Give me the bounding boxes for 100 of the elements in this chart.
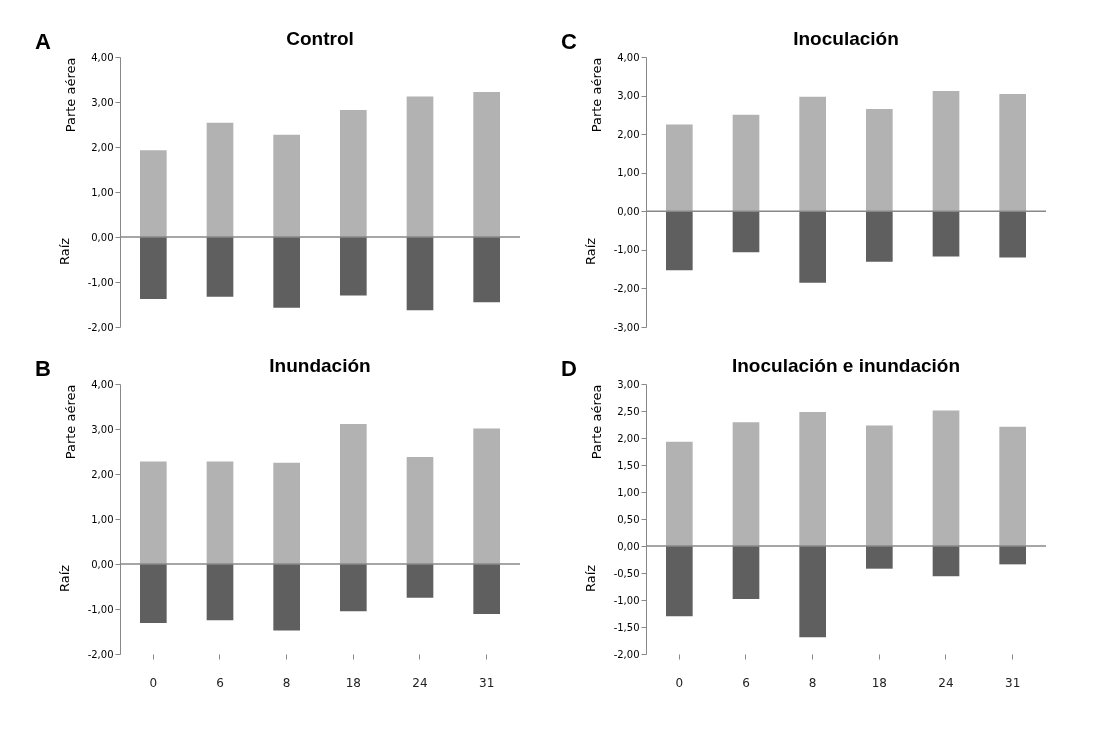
bar — [340, 110, 367, 237]
x-tick-label: 24 — [938, 675, 954, 690]
y-tick-label: 0,50 — [617, 513, 640, 525]
bar — [473, 428, 500, 564]
text: Raíz — [57, 237, 72, 265]
chart-title: Inundación — [269, 355, 371, 376]
y-tick-label: -1,00 — [87, 603, 114, 615]
text: Raíz — [57, 564, 72, 592]
bar — [473, 564, 500, 614]
y-tick-label: -1,00 — [613, 244, 640, 256]
bar — [273, 134, 300, 237]
text: Raíz — [583, 237, 598, 265]
y-axis-title: Parte aérea — [62, 57, 78, 133]
y-tick-label: -1,00 — [613, 594, 640, 606]
x-tick-label: 0 — [675, 675, 684, 690]
y-tick-label: 3,00 — [91, 423, 114, 435]
x-tick-label: 6 — [742, 675, 750, 690]
text: C — [561, 29, 577, 54]
bar — [866, 546, 893, 569]
x-tick-label: 8 — [282, 675, 291, 690]
y-tick-label: 1,00 — [91, 513, 114, 525]
x-tick-label: 0 — [149, 675, 158, 690]
x-tick-label: 8 — [808, 675, 817, 690]
bar — [406, 456, 434, 564]
bar — [473, 237, 500, 303]
bar — [799, 412, 826, 546]
bar — [866, 425, 893, 546]
y-tick-label: 1,00 — [91, 186, 114, 198]
bar — [932, 410, 960, 546]
text: D — [561, 356, 577, 381]
y-tick-label: 4,00 — [617, 51, 640, 63]
y-tick-label: -2,00 — [87, 648, 114, 660]
bar — [932, 90, 960, 212]
bar — [406, 564, 434, 598]
text: Raíz — [583, 564, 598, 592]
y-tick-label: -1,00 — [87, 276, 114, 288]
y-tick-label: 3,00 — [617, 378, 640, 390]
bar — [273, 462, 300, 564]
y-axis-title: Parte aérea — [588, 384, 604, 460]
y-tick-label: 4,00 — [91, 51, 114, 63]
bar — [999, 426, 1026, 546]
y-tick-label: 0,00 — [617, 540, 640, 552]
text: A — [35, 29, 51, 54]
y-tick-label: 1,00 — [617, 167, 640, 179]
y-tick-label: 2,00 — [617, 128, 640, 140]
bar — [732, 114, 760, 212]
y-tick-label: 2,50 — [617, 405, 640, 417]
x-tick-label: 18 — [871, 675, 887, 690]
bar — [799, 211, 826, 283]
y-tick-label: 0,00 — [91, 558, 114, 570]
y-tick-label: -1,50 — [613, 621, 640, 633]
bar — [666, 441, 693, 546]
bar — [999, 94, 1026, 212]
y-tick-label: -2,00 — [613, 282, 640, 294]
y-tick-label: -3,00 — [613, 321, 640, 333]
y-axis-title: Parte aérea — [62, 384, 78, 460]
bar — [473, 92, 500, 237]
bar — [273, 237, 300, 308]
x-tick-label: 31 — [479, 675, 495, 690]
bar — [140, 564, 167, 623]
y-axis-title: Parte aérea — [588, 57, 604, 133]
y-tick-label: 1,00 — [617, 486, 640, 498]
bar — [140, 150, 167, 237]
bar — [999, 211, 1026, 258]
x-tick-label: 31 — [1005, 675, 1021, 690]
chart-title: Inoculación — [793, 28, 899, 49]
chart-title: Control — [286, 28, 354, 49]
bar — [206, 122, 234, 237]
bar — [406, 237, 434, 311]
bar — [932, 211, 960, 257]
bar — [206, 237, 234, 297]
y-tick-label: 3,00 — [617, 90, 640, 102]
y-tick-label: -0,50 — [613, 567, 640, 579]
bar — [732, 546, 760, 599]
bar — [340, 424, 367, 564]
bar — [140, 237, 167, 300]
bar — [732, 211, 760, 253]
y-tick-label: 0,00 — [91, 231, 114, 243]
text: B — [35, 356, 51, 381]
y-tick-label: -2,00 — [613, 648, 640, 660]
y-tick-label: -2,00 — [87, 321, 114, 333]
bar — [273, 564, 300, 631]
x-tick-label: 24 — [412, 675, 428, 690]
bar — [666, 124, 693, 212]
bar — [732, 422, 760, 546]
chart-title: Inoculación e inundación — [731, 355, 961, 376]
y-tick-label: 2,00 — [91, 468, 114, 480]
bar — [932, 546, 960, 577]
bar — [799, 546, 826, 638]
bar — [206, 461, 234, 564]
y-tick-label: 3,00 — [91, 96, 114, 108]
bar — [999, 546, 1026, 565]
y-tick-label: 2,00 — [617, 432, 640, 444]
bar — [866, 109, 893, 212]
y-tick-label: 1,50 — [617, 459, 640, 471]
y-tick-label: 0,00 — [617, 205, 640, 217]
bar — [206, 564, 234, 621]
bar — [340, 237, 367, 296]
x-tick-label: 18 — [345, 675, 361, 690]
bar — [666, 211, 693, 271]
